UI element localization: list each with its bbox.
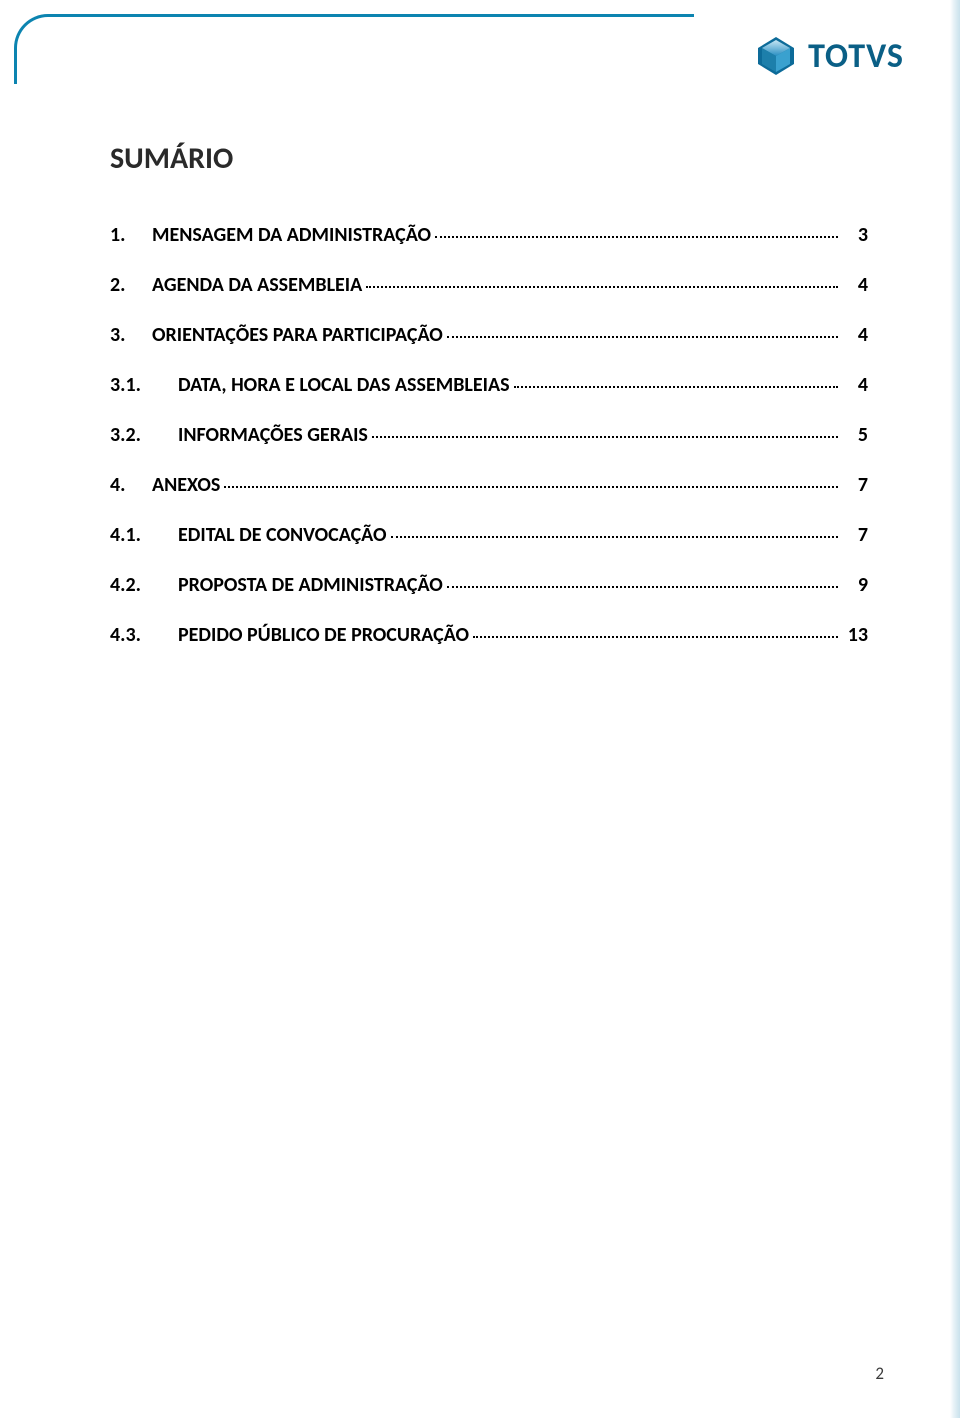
toc-leader-dots <box>366 286 838 288</box>
toc-leader-dots <box>447 586 838 588</box>
toc-leader-dots <box>391 536 838 538</box>
toc-item-number: 2. <box>110 273 152 297</box>
toc-item-number: 4.2. <box>110 573 178 597</box>
brand-logo: TOTVS <box>754 34 904 78</box>
toc-item-page: 9 <box>844 573 868 597</box>
toc-item-label: ORIENTAÇÕES PARA PARTICIPAÇÃO <box>152 323 443 347</box>
toc-item-label: EDITAL DE CONVOCAÇÃO <box>178 523 387 547</box>
toc-item: 4.3.PEDIDO PÚBLICO DE PROCURAÇÃO 13 <box>110 623 868 647</box>
toc-item-page: 4 <box>844 373 868 397</box>
toc-item: 2.AGENDA DA ASSEMBLEIA 4 <box>110 273 868 297</box>
toc-item-number: 4. <box>110 473 152 497</box>
toc-item: 3.2.INFORMAÇÕES GERAIS 5 <box>110 423 868 447</box>
toc-item-label: ANEXOS <box>152 473 220 497</box>
toc-leader-dots <box>435 236 838 238</box>
toc-leader-dots <box>447 336 838 338</box>
toc-item-page: 7 <box>844 523 868 547</box>
toc-item-number: 4.3. <box>110 623 178 647</box>
toc-item-number: 3. <box>110 323 152 347</box>
page-number: 2 <box>875 1363 884 1384</box>
toc-item-label: PEDIDO PÚBLICO DE PROCURAÇÃO <box>178 623 469 647</box>
toc-item: 3.1.DATA, HORA E LOCAL DAS ASSEMBLEIAS 4 <box>110 373 868 397</box>
logo-text: TOTVS <box>808 36 904 77</box>
toc-leader-dots <box>372 436 838 438</box>
toc-item: 4.2.PROPOSTA DE ADMINISTRAÇÃO 9 <box>110 573 868 597</box>
toc-item-page: 13 <box>844 623 868 647</box>
page-corner-border <box>14 14 694 84</box>
toc-item: 1.MENSAGEM DA ADMINISTRAÇÃO 3 <box>110 223 868 247</box>
toc-leader-dots <box>514 386 838 388</box>
toc-leader-dots <box>473 636 838 638</box>
toc-item-label: PROPOSTA DE ADMINISTRAÇÃO <box>178 573 443 597</box>
toc-item-number: 3.2. <box>110 423 178 447</box>
toc-item-number: 4.1. <box>110 523 178 547</box>
toc-item-page: 5 <box>844 423 868 447</box>
toc-item-label: INFORMAÇÕES GERAIS <box>178 423 368 447</box>
toc-item-label: DATA, HORA E LOCAL DAS ASSEMBLEIAS <box>178 373 510 397</box>
toc-item-page: 4 <box>844 273 868 297</box>
toc-item: 3.ORIENTAÇÕES PARA PARTICIPAÇÃO 4 <box>110 323 868 347</box>
toc-item-page: 7 <box>844 473 868 497</box>
toc-title: SUMÁRIO <box>110 140 868 177</box>
toc-item-label: MENSAGEM DA ADMINISTRAÇÃO <box>152 223 431 247</box>
toc-item-number: 3.1. <box>110 373 178 397</box>
toc-item: 4.1.EDITAL DE CONVOCAÇÃO 7 <box>110 523 868 547</box>
toc-item-page: 4 <box>844 323 868 347</box>
toc-item-number: 1. <box>110 223 152 247</box>
logo-cube-icon <box>754 34 798 78</box>
toc-item-label: AGENDA DA ASSEMBLEIA <box>152 273 362 297</box>
right-edge-stripe <box>950 0 960 1418</box>
page-content: SUMÁRIO 1.MENSAGEM DA ADMINISTRAÇÃO 3 2.AG… <box>110 140 868 673</box>
toc-item: 4.ANEXOS 7 <box>110 473 868 497</box>
toc-item-page: 3 <box>844 223 868 247</box>
toc-list: 1.MENSAGEM DA ADMINISTRAÇÃO 3 2.AGENDA DA … <box>110 223 868 647</box>
toc-leader-dots <box>224 486 838 488</box>
